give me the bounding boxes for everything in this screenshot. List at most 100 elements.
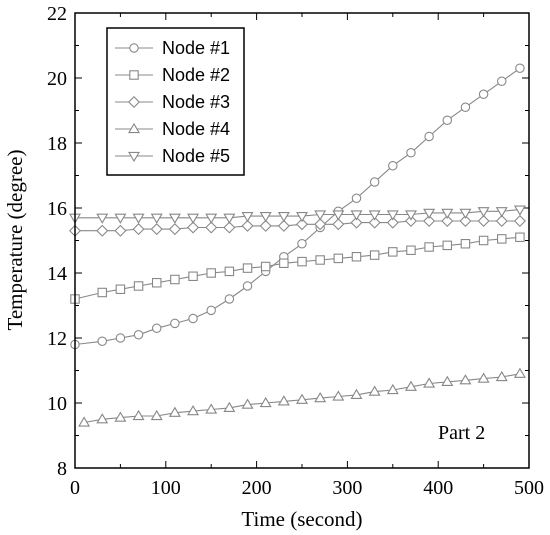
series-4	[78, 367, 526, 427]
data-point	[513, 214, 526, 228]
legend-label: Node #4	[162, 119, 230, 139]
data-point	[133, 329, 144, 340]
data-point	[386, 216, 399, 229]
legend-marker	[129, 70, 139, 80]
legend-label: Node #5	[162, 146, 230, 166]
data-point	[513, 205, 526, 216]
data-point	[386, 210, 399, 221]
data-point	[332, 390, 345, 401]
data-point	[460, 239, 471, 249]
x-tick-label: 400	[423, 477, 453, 499]
data-point	[295, 218, 309, 231]
data-point	[96, 413, 109, 424]
data-point	[424, 242, 434, 252]
data-point	[497, 76, 507, 87]
series-2	[70, 232, 525, 304]
data-point	[260, 261, 271, 272]
data-point	[114, 213, 127, 224]
data-point	[441, 208, 454, 220]
y-tick-label: 8	[57, 458, 67, 480]
data-point	[242, 263, 253, 273]
data-point	[369, 250, 380, 260]
data-point	[423, 214, 436, 228]
data-point	[296, 393, 308, 404]
data-point	[332, 210, 345, 221]
data-point	[97, 287, 107, 298]
y-tick-label: 10	[47, 393, 67, 415]
data-point	[495, 370, 508, 382]
data-point	[205, 213, 218, 224]
data-point	[459, 208, 472, 220]
data-point	[241, 398, 254, 409]
data-point	[441, 375, 454, 386]
data-point	[168, 406, 181, 417]
data-point	[114, 224, 127, 237]
x-tick-label: 300	[332, 477, 362, 499]
series-5	[69, 205, 526, 224]
y-axis-title: Temperature (degree)	[3, 150, 27, 331]
legend-label: Node #3	[162, 92, 230, 112]
data-point	[497, 234, 507, 244]
data-point	[259, 212, 272, 223]
data-point	[187, 213, 200, 224]
data-point	[406, 245, 416, 256]
data-point	[223, 401, 236, 412]
data-point	[368, 385, 381, 396]
data-point	[205, 403, 218, 414]
data-point	[277, 212, 290, 223]
data-point	[150, 223, 163, 236]
data-point	[350, 216, 363, 229]
data-point	[406, 148, 416, 158]
data-point	[442, 240, 453, 251]
data-point	[241, 219, 254, 232]
legend-marker	[128, 122, 140, 134]
x-tick-label: 200	[242, 477, 272, 499]
data-point	[297, 239, 307, 249]
data-point	[314, 391, 327, 403]
data-point	[441, 214, 454, 228]
data-point	[97, 336, 107, 346]
legend-item: Node #4	[115, 119, 230, 139]
data-point	[333, 253, 344, 264]
data-point	[424, 131, 434, 142]
data-point	[314, 210, 327, 221]
data-point	[279, 258, 289, 268]
data-point	[314, 218, 327, 231]
data-point	[96, 213, 109, 224]
data-point	[224, 294, 235, 304]
y-tick-label: 14	[47, 263, 67, 285]
data-point	[368, 210, 381, 221]
data-point	[150, 213, 163, 224]
part-annotation: Part 2	[438, 422, 485, 444]
data-point	[515, 63, 525, 74]
plot-frame	[74, 12, 530, 469]
data-point	[459, 374, 472, 385]
legend-marker	[127, 95, 141, 109]
series-layer	[68, 63, 526, 427]
data-point	[151, 277, 162, 288]
data-point	[351, 193, 362, 204]
data-point	[369, 177, 380, 187]
y-tick-label: 16	[47, 198, 67, 220]
data-point	[168, 213, 181, 224]
data-point	[187, 221, 200, 234]
data-point	[187, 404, 200, 416]
data-point	[513, 367, 526, 378]
data-point	[206, 305, 216, 316]
x-tick-label: 500	[514, 477, 544, 499]
data-point	[423, 377, 436, 388]
data-point	[350, 210, 363, 221]
data-point	[404, 380, 417, 391]
y-tick-label: 20	[47, 68, 67, 90]
legend-item: Node #1	[115, 38, 230, 58]
data-point	[515, 232, 525, 243]
data-point	[477, 214, 490, 228]
ticks-layer: 0 100 200 300 400 500 8 10 12 14 16 18 20 22	[47, 3, 544, 499]
x-axis-title: Time (second)	[241, 507, 362, 531]
data-point	[205, 221, 218, 234]
data-point	[259, 396, 272, 408]
data-point	[351, 252, 362, 262]
data-point	[423, 208, 436, 220]
data-point	[460, 102, 471, 113]
